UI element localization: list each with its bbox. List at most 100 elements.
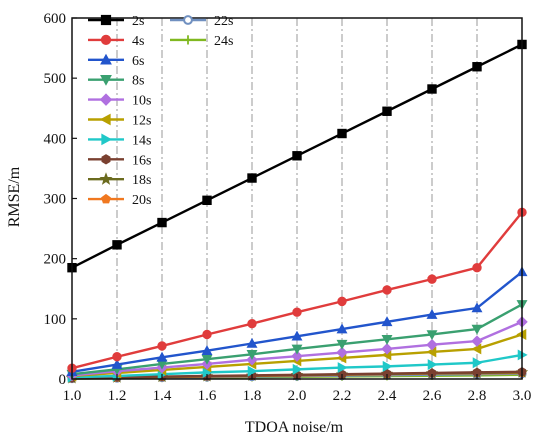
x-tick-label: 1.0 (63, 388, 82, 404)
data-point (157, 217, 167, 228)
data-point (291, 344, 303, 355)
x-tick-label: 1.8 (243, 388, 262, 404)
data-point (337, 362, 348, 374)
y-tick-label: 300 (44, 192, 67, 208)
legend-marker (99, 113, 111, 126)
data-point (472, 357, 483, 369)
legend-marker (183, 15, 193, 25)
data-point (336, 339, 348, 350)
data-point (246, 337, 258, 348)
legend-marker (101, 133, 113, 146)
x-tick-label: 1.2 (108, 388, 127, 404)
data-point (112, 240, 122, 250)
x-tick-label: 1.6 (198, 388, 217, 404)
legend-item: 2s (88, 14, 144, 29)
series-8s (66, 300, 528, 380)
legend-label: 8s (132, 74, 144, 89)
data-point (471, 324, 483, 335)
data-point (471, 335, 483, 347)
data-point (291, 330, 303, 341)
legend-item: 10s (88, 93, 151, 109)
data-point (426, 330, 438, 341)
legend-label: 2s (132, 14, 144, 29)
data-point (427, 274, 437, 284)
data-point (201, 354, 213, 365)
legend-item: 22s (170, 14, 233, 29)
legend-label: 16s (132, 153, 151, 168)
x-tick-label: 2.2 (333, 388, 352, 404)
data-point (382, 360, 393, 372)
data-point (156, 351, 168, 362)
data-point (291, 350, 303, 362)
data-point (472, 262, 482, 273)
legend: 2s 4s 6s 8s 10s 12s 14s 16s 18s 20s 22s 24s (88, 14, 233, 208)
data-point (292, 307, 302, 317)
legend-item: 4s (88, 34, 144, 49)
legend-label: 6s (132, 54, 144, 69)
x-tick-label: 3.0 (513, 388, 532, 404)
y-tick-label: 400 (44, 131, 67, 147)
grid-lines (116, 18, 478, 379)
y-axis-title: RMSE/m (6, 166, 23, 227)
data-point (247, 365, 258, 377)
y-tick-label: 0 (59, 372, 67, 388)
legend-marker (99, 172, 113, 185)
x-tick-label: 2.4 (378, 388, 397, 404)
x-tick-label: 1.4 (153, 388, 172, 404)
data-point (471, 302, 483, 313)
legend-marker (100, 53, 112, 65)
data-point (202, 195, 212, 206)
legend-marker (101, 154, 111, 165)
data-point (337, 128, 347, 139)
data-point (382, 285, 392, 295)
legend-marker (99, 93, 113, 106)
legend-item: 8s (88, 74, 144, 89)
legend-item: 24s (170, 34, 233, 49)
data-point (381, 335, 393, 345)
legend-label: 10s (132, 94, 151, 109)
data-point (382, 106, 392, 116)
y-tick-label: 200 (44, 252, 67, 268)
legend-item: 16s (88, 153, 151, 168)
y-tick-label: 500 (44, 71, 67, 87)
data-point (111, 358, 123, 369)
data-point (336, 323, 348, 334)
data-point (157, 341, 167, 351)
series-4s (67, 207, 527, 373)
legend-label: 4s (132, 34, 144, 49)
legend-item: 18s (88, 172, 151, 188)
legend-marker (183, 35, 193, 45)
legend-item: 14s (88, 133, 151, 148)
data-point (247, 173, 257, 183)
series-6s (66, 266, 528, 377)
data-point (336, 346, 348, 359)
legend-item: 12s (88, 114, 151, 129)
x-tick-label: 2.8 (468, 388, 487, 404)
legend-item: 20s (88, 193, 151, 208)
data-point (427, 84, 437, 94)
data-point (292, 363, 303, 375)
axis-ticks: 1.0 1.2 1.4 1.6 1.8 2.0 2.2 2.4 2.6 2.8 3.0 0 100 200… (44, 11, 532, 404)
data-point (471, 343, 482, 355)
data-point (201, 345, 213, 356)
legend-item: 6s (88, 53, 144, 69)
data-point (292, 151, 302, 161)
x-axis-title: TDOA noise/m (245, 419, 344, 436)
y-tick-label: 100 (44, 312, 67, 328)
data-point (426, 338, 438, 351)
data-point (337, 296, 347, 307)
data-point (247, 318, 257, 329)
legend-marker (100, 75, 112, 86)
data-point (426, 308, 438, 319)
data-point (381, 343, 393, 355)
y-tick-label: 600 (44, 11, 67, 27)
legend-label: 14s (132, 133, 151, 148)
legend-marker (100, 34, 112, 46)
series-layer (65, 39, 529, 384)
legend-label: 12s (132, 114, 151, 129)
legend-label: 20s (132, 193, 151, 208)
legend-marker (100, 14, 112, 26)
data-point (472, 62, 482, 72)
legend-label: 22s (214, 14, 233, 29)
